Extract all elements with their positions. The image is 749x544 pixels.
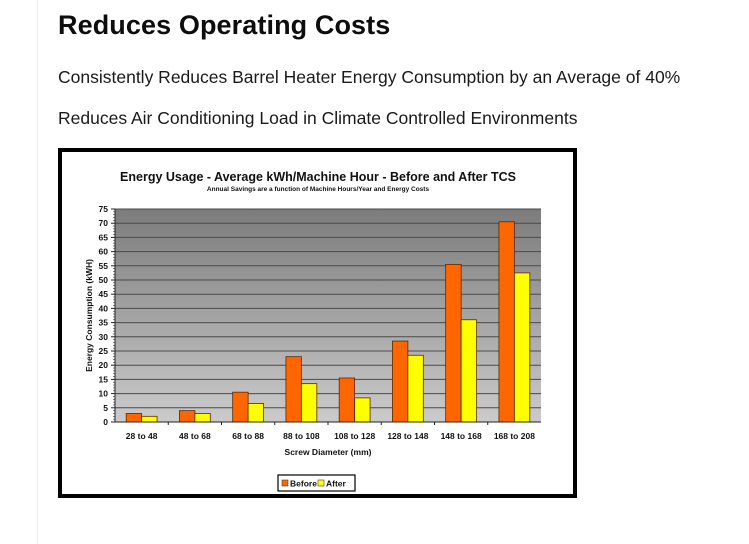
chart-legend: Before After [277,474,356,492]
chart-frame: Energy Usage - Average kWh/Machine Hour … [58,148,577,498]
x-category-label: 48 to 68 [179,431,211,441]
y-tick-label: 50 [99,275,109,285]
bar-before [125,413,143,423]
y-tick-label: 10 [99,389,109,399]
plot-area [115,209,541,422]
legend-swatch-after [317,479,325,487]
y-tick-label: 70 [99,218,109,228]
y-tick-label: 20 [99,360,109,370]
y-tick-label: 75 [99,204,109,214]
bar-after [300,383,318,423]
y-tick-label: 45 [99,289,109,299]
bar-after [460,319,477,423]
bar-after [407,354,424,423]
legend-box [277,474,356,492]
benefit-air-conditioning: Reduces Air Conditioning Load in Climate… [58,108,578,128]
left-divider [37,0,38,544]
bar-after [141,415,158,423]
bar-before [338,377,356,423]
legend-label-after: After [326,479,347,489]
y-tick-label: 15 [99,374,109,384]
bar-before [498,221,515,423]
x-category-label: 88 to 108 [283,431,320,441]
bar-before [179,410,196,423]
bar-before [445,263,462,423]
x-category-label: 148 to 168 [441,431,482,441]
y-tick-label: 25 [99,346,109,356]
y-tick-label: 5 [103,403,108,413]
bar-after [513,272,531,423]
y-tick-label: 40 [99,303,109,313]
y-tick-label: 0 [103,417,108,427]
bar-after [354,397,371,423]
x-category-label: 28 to 48 [126,431,158,441]
x-category-label: 128 to 148 [387,431,428,441]
x-category-label: 108 to 128 [334,431,375,441]
chart-title: Energy Usage - Average kWh/Machine Hour … [120,170,516,184]
chart-subtitle: Annual Savings are a function of Machine… [207,186,430,193]
y-tick-label: 65 [99,232,109,242]
energy-usage-chart: Energy Usage - Average kWh/Machine Hour … [84,170,541,492]
bar-before [285,356,302,423]
legend-label-before: Before [290,479,317,489]
bar-after [247,403,264,423]
x-category-label: 68 to 88 [232,431,264,441]
x-axis-title: Screw Diameter (mm) [285,447,372,457]
y-tick-label: 60 [99,247,109,257]
y-tick-label: 35 [99,318,109,328]
bar-before [392,340,409,423]
bar-after [194,413,211,423]
y-axis-title: Energy Consumption (kWH) [84,259,94,372]
section-heading: Reduces Operating Costs [58,10,391,40]
x-category-label: 168 to 208 [494,431,535,441]
bar-before [232,391,249,423]
legend-swatch-before [281,479,289,487]
y-tick-label: 30 [99,332,109,342]
y-tick-label: 55 [99,261,109,271]
benefit-energy-consumption: Consistently Reduces Barrel Heater Energ… [58,67,681,87]
